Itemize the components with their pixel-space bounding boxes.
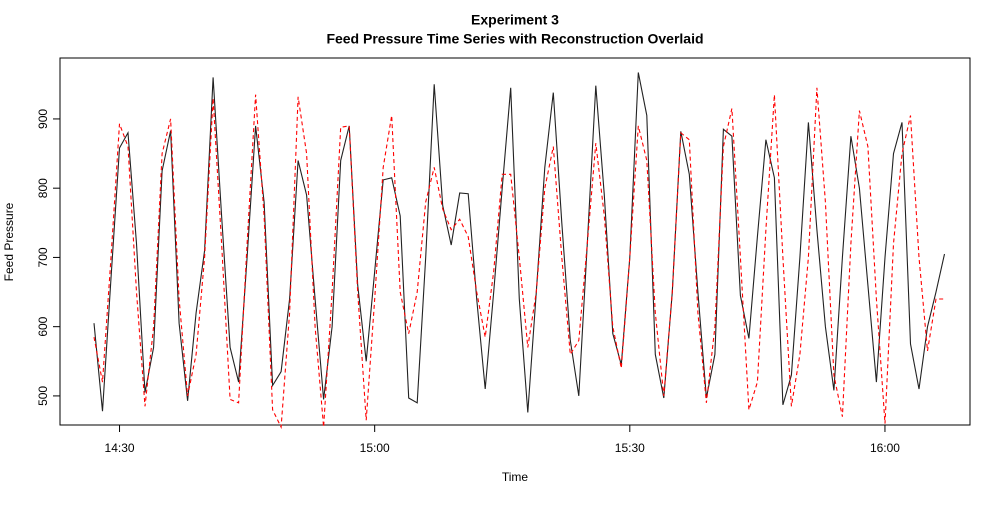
x-tick-label: 14:30 bbox=[105, 441, 135, 455]
x-tick-label: 15:00 bbox=[360, 441, 390, 455]
series-line bbox=[93, 87, 945, 430]
y-tick-label: 600 bbox=[36, 316, 50, 336]
chart-subtitle: Feed Pressure Time Series with Reconstru… bbox=[326, 31, 703, 47]
y-tick-label: 500 bbox=[36, 386, 50, 406]
x-tick-label: 15:30 bbox=[615, 441, 645, 455]
plot-frame bbox=[59, 57, 971, 426]
x-tick-label: 16:00 bbox=[870, 441, 900, 455]
y-tick-label: 700 bbox=[36, 247, 50, 267]
y-axis-label: Feed Pressure bbox=[2, 202, 16, 281]
series-line bbox=[93, 72, 946, 413]
chart-title: Experiment 3 bbox=[471, 12, 559, 28]
y-tick-label: 900 bbox=[36, 109, 50, 129]
y-tick-label: 800 bbox=[36, 178, 50, 198]
x-axis-label: Time bbox=[502, 470, 529, 484]
